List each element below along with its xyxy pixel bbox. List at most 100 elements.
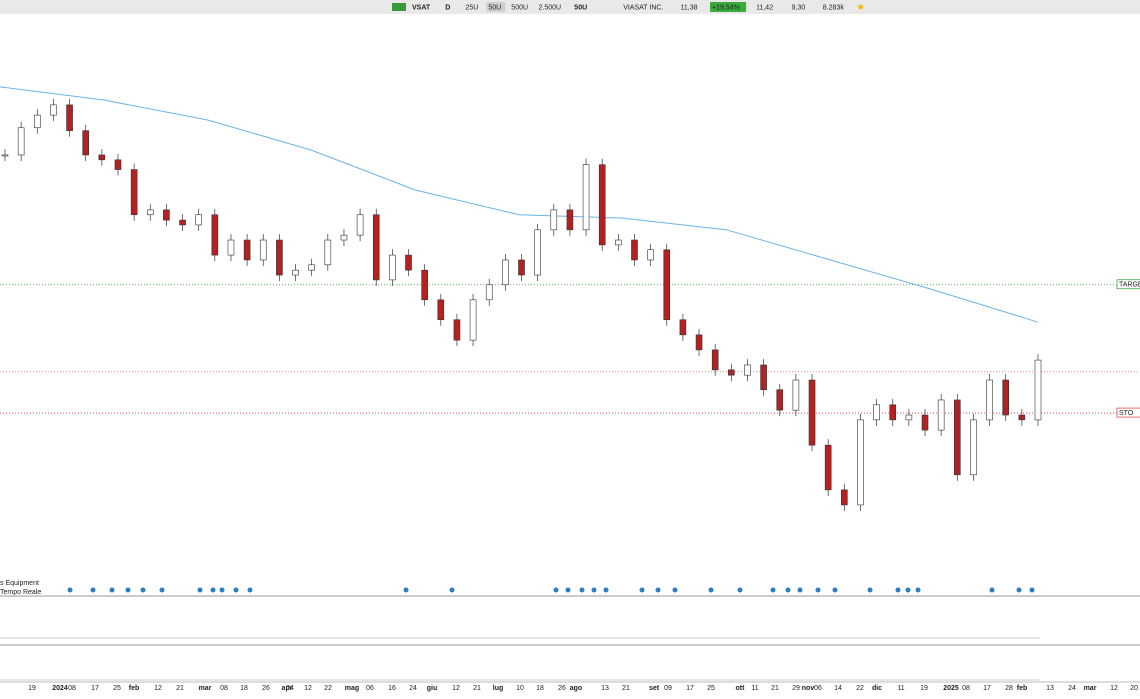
- level-tag: [1116, 407, 1140, 418]
- event-marker: [579, 587, 585, 593]
- x-tick-label: mar: [1084, 685, 1097, 692]
- event-marker: [197, 587, 203, 593]
- event-marker: [815, 587, 821, 593]
- event-marker: [708, 587, 714, 593]
- x-tick-label: 04: [286, 685, 294, 692]
- candle: [66, 104, 73, 131]
- event-marker: [737, 587, 743, 593]
- candle: [695, 334, 703, 351]
- x-tick-label: 21: [622, 685, 630, 692]
- zoom-button[interactable]: 2.500U: [539, 4, 562, 11]
- x-tick-label: 22: [324, 685, 332, 692]
- candle: [953, 399, 961, 476]
- x-tick-label: 17: [983, 685, 991, 692]
- candle: [211, 214, 219, 256]
- candle: [146, 209, 154, 216]
- candle: [82, 130, 90, 156]
- candle: [453, 319, 461, 341]
- x-tick-label: 08: [68, 685, 76, 692]
- x-tick-label: 19: [28, 685, 36, 692]
- x-tick-label: 26: [558, 685, 566, 692]
- event-marker: [403, 587, 409, 593]
- event-marker: [1029, 587, 1035, 593]
- candle: [566, 209, 574, 231]
- x-tick-label: set: [649, 685, 660, 692]
- zoom-button[interactable]: 25U: [466, 4, 479, 11]
- candle: [905, 414, 913, 421]
- candle: [647, 249, 654, 261]
- x-tick-label: 29: [792, 685, 800, 692]
- candle: [33, 114, 41, 129]
- x-tick-label: 12: [154, 685, 162, 692]
- candle: [679, 319, 687, 336]
- event-marker: [639, 587, 645, 593]
- x-tick-label: 13: [601, 685, 609, 692]
- volume: 8.283k: [823, 4, 845, 11]
- level-label: TARGET: [1119, 282, 1140, 289]
- x-tick-label: 06: [814, 685, 822, 692]
- period[interactable]: D: [445, 4, 450, 11]
- event-marker: [591, 587, 597, 593]
- x-tick-label: nov: [802, 685, 815, 692]
- event-marker: [90, 587, 96, 593]
- last-price: 11,38: [681, 4, 698, 11]
- symbol[interactable]: VSAT: [412, 4, 431, 11]
- change: +19,54%: [712, 4, 740, 11]
- candle: [1034, 359, 1042, 421]
- x-tick-label: 26: [262, 685, 270, 692]
- candle: [711, 349, 719, 371]
- candle: [179, 219, 186, 226]
- candle: [841, 489, 848, 506]
- x-tick-label: feb: [1017, 685, 1028, 692]
- x-tick-label: 28: [1005, 685, 1013, 692]
- candle: [534, 229, 541, 276]
- candle: [615, 239, 622, 246]
- x-tick-label: 21: [176, 685, 184, 692]
- candle: [356, 214, 364, 236]
- candle: [744, 364, 751, 376]
- event-marker: [905, 587, 911, 593]
- x-tick-label: mar: [199, 685, 212, 692]
- zoom-button[interactable]: 500U: [511, 4, 528, 11]
- candle: [340, 234, 348, 241]
- candle: [389, 254, 396, 281]
- event-marker: [565, 587, 571, 593]
- x-tick-label: 17: [91, 685, 99, 692]
- candle: [760, 364, 767, 391]
- x-tick-label: 11: [897, 685, 904, 692]
- x-tick-label: feb: [129, 685, 140, 692]
- event-marker: [1016, 587, 1022, 593]
- x-tick-label: 22: [856, 685, 864, 692]
- x-tick-label: 11: [751, 685, 758, 692]
- candle: [50, 104, 57, 116]
- candle: [437, 299, 445, 321]
- candle: [227, 239, 235, 256]
- candle: [986, 379, 993, 421]
- candle: [243, 239, 251, 261]
- panel-label: s Equipment: [0, 580, 39, 587]
- panel-label: Tempo Reale: [0, 589, 41, 596]
- status-dot: [858, 4, 864, 10]
- x-tick-label: dic: [872, 685, 882, 692]
- candle: [518, 259, 525, 276]
- x-tick-label: 08: [220, 685, 228, 692]
- candle: [824, 444, 832, 491]
- candle: [372, 214, 380, 281]
- candle: [970, 419, 977, 476]
- candle: [857, 419, 864, 506]
- candle: [1, 154, 9, 157]
- x-tick-label: 06: [366, 685, 374, 692]
- x-tick-label: 18: [536, 685, 544, 692]
- x-tick-label: 12: [452, 685, 460, 692]
- candle: [776, 389, 784, 411]
- zoom-button[interactable]: 50U: [488, 4, 501, 11]
- zoom[interactable]: 50U: [574, 4, 587, 11]
- candle: [405, 254, 412, 271]
- x-tick-label: 09: [664, 685, 672, 692]
- event-marker: [140, 587, 146, 593]
- candle: [1018, 414, 1026, 421]
- candle: [631, 239, 638, 261]
- candle: [308, 264, 315, 271]
- candle: [98, 154, 106, 161]
- candle: [873, 404, 880, 421]
